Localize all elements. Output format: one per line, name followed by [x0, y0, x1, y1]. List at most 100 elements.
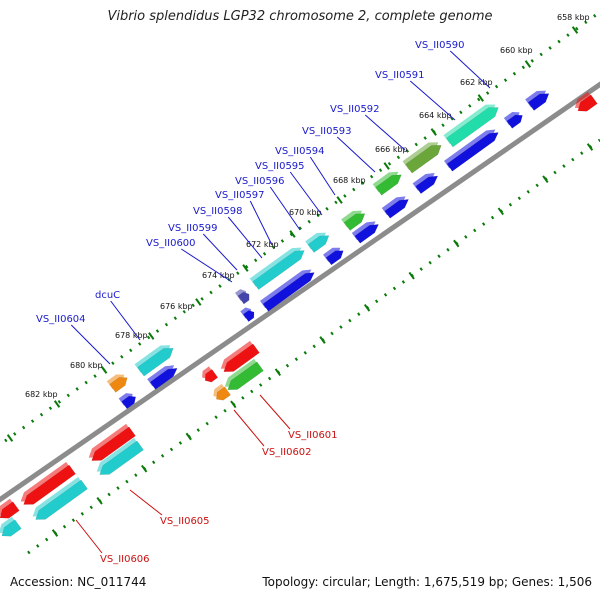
gene-feature-body [91, 426, 136, 461]
label-leader-line [70, 324, 111, 365]
lower-major-tick [96, 497, 103, 505]
gene-feature[interactable] [372, 171, 402, 196]
upper-major-tick [336, 196, 343, 204]
summary-text: Topology: circular; Length: 1,675,519 bp… [262, 575, 592, 589]
gene-feature[interactable] [0, 498, 20, 519]
gene-label[interactable]: dcuC [95, 290, 120, 301]
gene-label[interactable]: VS_II0606 [100, 554, 150, 565]
upper-major-tick [571, 26, 579, 34]
gene-label[interactable]: VS_II0593 [302, 126, 352, 137]
kbp-tick-label: 658 kbp [557, 13, 590, 22]
lower-major-tick [274, 368, 282, 376]
gene-feature[interactable] [260, 269, 315, 312]
upper-major-tick [383, 162, 390, 170]
kbp-tick-label: 666 kbp [375, 145, 408, 154]
gene-feature-body [252, 250, 305, 290]
gene-label[interactable]: VS_II0602 [262, 447, 312, 458]
gene-feature-body [0, 501, 20, 519]
kbp-tick-label: 662 kbp [460, 78, 493, 87]
gene-feature-body [325, 250, 344, 266]
gene-feature-body [109, 377, 128, 393]
gene-feature[interactable] [134, 345, 174, 377]
upper-major-tick [195, 298, 202, 306]
label-leader-line [227, 216, 263, 259]
gene-label[interactable]: VS_II0600 [146, 238, 196, 249]
gene-feature-body [343, 213, 366, 231]
gene-feature[interactable] [323, 247, 344, 266]
gene-feature[interactable] [0, 516, 22, 537]
gene-label[interactable]: VS_II0596 [235, 176, 285, 187]
gene-feature[interactable] [220, 340, 260, 372]
gene-feature-body [262, 272, 315, 312]
gene-feature[interactable] [305, 232, 330, 253]
label-leader-line [129, 489, 163, 516]
gene-feature[interactable] [224, 358, 264, 390]
gene-feature-body [384, 199, 409, 219]
gene-labels: 658 kbp 660 kbp 662 kbp 664 kbp 666 kbp 668 k… [25, 13, 590, 565]
gene-feature[interactable] [402, 142, 442, 174]
gene-label[interactable]: VS_II0604 [36, 314, 86, 325]
gene-feature[interactable] [118, 393, 136, 410]
gene-feature[interactable] [202, 366, 219, 383]
gene-label[interactable]: VS_II0605 [160, 516, 210, 527]
label-leader-line [259, 394, 291, 430]
gene-feature[interactable] [88, 423, 136, 461]
gene-feature-body [307, 235, 330, 253]
gene-feature[interactable] [351, 221, 379, 244]
lower-major-tick [586, 143, 594, 151]
label-leader-line [181, 248, 233, 283]
gene-feature[interactable] [412, 172, 439, 195]
label-leader-line [249, 200, 273, 246]
lower-major-tick [185, 432, 192, 441]
gene-feature-body [446, 107, 499, 148]
gene-label[interactable]: VS_II0590 [415, 40, 465, 51]
gene-feature[interactable] [96, 437, 144, 475]
kbp-tick-label: 678 kbp [115, 331, 148, 340]
kbp-tick-label: 660 kbp [500, 46, 533, 55]
gene-feature[interactable] [106, 374, 128, 393]
label-leader-line [202, 233, 238, 271]
gene-label[interactable]: VS_II0597 [215, 190, 265, 201]
label-leader-line [110, 300, 141, 341]
gene-feature[interactable] [443, 104, 499, 148]
gene-label[interactable]: VS_II0599 [168, 223, 218, 234]
gene-feature-body [242, 310, 255, 322]
gene-feature[interactable] [20, 461, 76, 505]
gene-feature-body [223, 343, 260, 372]
gene-feature[interactable] [240, 307, 255, 322]
label-leader-line [309, 156, 336, 196]
lower-major-tick [542, 175, 549, 183]
gene-feature[interactable] [147, 365, 178, 390]
gene-feature-body [227, 361, 264, 390]
gene-feature[interactable] [235, 289, 250, 305]
gene-label[interactable]: VS_II0598 [193, 206, 243, 217]
upper-major-tick [53, 400, 61, 408]
upper-major-tick [430, 128, 437, 136]
lower-major-tick [141, 464, 148, 473]
gene-label[interactable]: VS_II0595 [255, 161, 305, 172]
upper-tick-track [4, 10, 600, 443]
gene-feature[interactable] [525, 90, 550, 111]
gene-feature[interactable] [249, 247, 305, 290]
lower-major-tick [408, 271, 415, 280]
label-leader-line [269, 186, 301, 231]
label-leader-line [449, 50, 491, 89]
gene-feature[interactable] [381, 196, 409, 219]
lower-major-tick [453, 239, 460, 248]
upper-major-tick [524, 60, 532, 68]
gene-feature-body [99, 440, 144, 475]
gene-label[interactable]: VS_II0594 [275, 146, 325, 157]
gene-label[interactable]: VS_II0592 [330, 104, 380, 115]
gene-label[interactable]: VS_II0591 [375, 70, 425, 81]
kbp-tick-label: 668 kbp [333, 176, 366, 185]
lower-major-tick [51, 529, 59, 537]
gene-feature[interactable] [32, 476, 88, 520]
gene-feature[interactable] [444, 129, 499, 172]
gene-feature[interactable] [213, 383, 231, 401]
gene-feature[interactable] [574, 91, 598, 112]
gene-label[interactable]: VS_II0601 [288, 430, 338, 441]
gene-feature[interactable] [341, 210, 366, 231]
gene-feature[interactable] [503, 111, 523, 129]
label-leader-line [336, 136, 376, 173]
kbp-tick-label: 670 kbp [289, 208, 322, 217]
